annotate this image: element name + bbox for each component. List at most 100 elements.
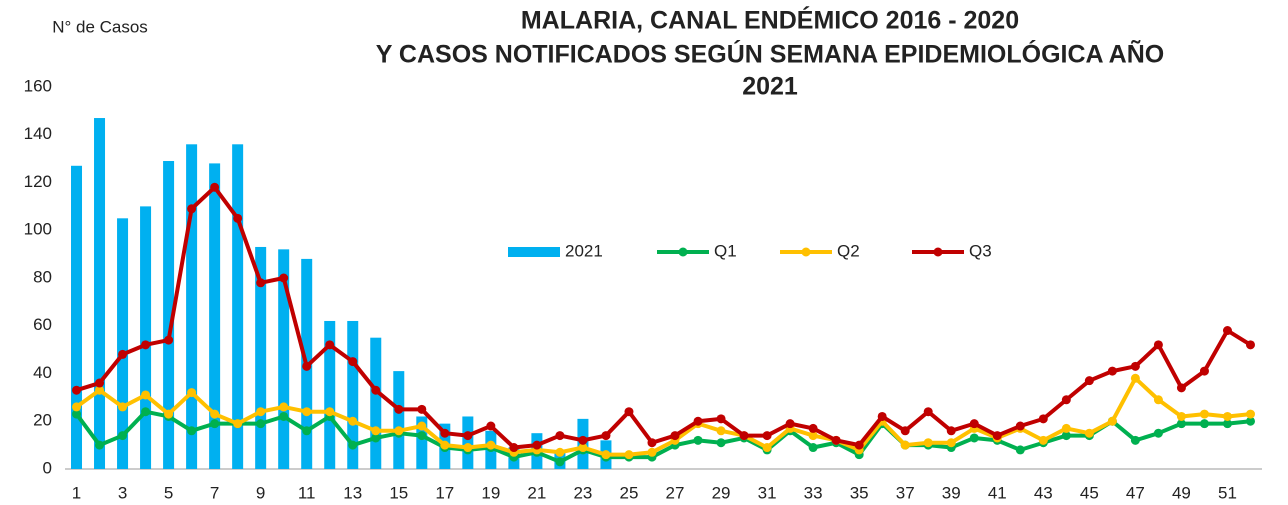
y-tick-label: 0 [43, 458, 52, 477]
marker [509, 443, 519, 453]
bar [393, 371, 405, 469]
marker [1222, 326, 1232, 336]
marker [164, 409, 174, 419]
marker [923, 407, 933, 417]
marker [1245, 340, 1255, 350]
marker [1061, 431, 1071, 441]
x-tick-label: 51 [1218, 483, 1237, 502]
legend-swatch [678, 247, 688, 257]
marker [555, 457, 565, 467]
marker [624, 407, 634, 417]
marker [279, 411, 289, 421]
marker [1199, 419, 1209, 429]
marker [877, 411, 887, 421]
marker [348, 416, 358, 426]
x-tick-label: 41 [988, 483, 1007, 502]
x-tick-label: 47 [1126, 483, 1145, 502]
x-tick-label: 45 [1080, 483, 1099, 502]
marker [95, 378, 105, 388]
x-tick-label: 29 [712, 483, 731, 502]
bar [117, 218, 129, 469]
marker [624, 450, 634, 460]
legend-label: Q2 [837, 241, 860, 260]
x-tick-label: 5 [164, 483, 173, 502]
marker [256, 407, 266, 417]
x-tick-label: 15 [389, 483, 408, 502]
marker [1176, 411, 1186, 421]
marker [762, 431, 772, 441]
bar [347, 320, 359, 469]
marker [417, 421, 427, 431]
marker [486, 440, 496, 450]
bar [462, 416, 474, 469]
marker [141, 390, 151, 400]
marker [325, 407, 335, 417]
marker [348, 357, 358, 367]
marker [647, 438, 657, 448]
x-tick-label: 9 [256, 483, 265, 502]
marker [969, 419, 979, 429]
marker [1107, 366, 1117, 376]
marker [141, 340, 151, 350]
marker [463, 443, 473, 453]
legend-label: 2021 [565, 241, 603, 260]
marker [1038, 414, 1048, 424]
marker [1015, 421, 1025, 431]
marker [1061, 423, 1071, 433]
marker [854, 440, 864, 450]
marker [1084, 376, 1094, 386]
marker [95, 385, 105, 395]
marker [532, 440, 542, 450]
x-tick-label: 27 [666, 483, 685, 502]
marker [72, 385, 82, 395]
y-tick-label: 60 [33, 315, 52, 334]
x-tick-label: 21 [527, 483, 546, 502]
marker [233, 419, 243, 429]
marker [969, 433, 979, 443]
bar [94, 118, 106, 469]
marker [1153, 340, 1163, 350]
legend-swatch [801, 247, 811, 257]
marker [440, 440, 450, 450]
marker [256, 278, 266, 288]
marker [256, 419, 266, 429]
marker [1038, 435, 1048, 445]
x-tick-label: 31 [758, 483, 777, 502]
marker [210, 182, 220, 192]
marker [1199, 366, 1209, 376]
y-tick-label: 80 [33, 267, 52, 286]
marker [440, 428, 450, 438]
x-tick-label: 23 [573, 483, 592, 502]
x-tick-label: 3 [118, 483, 127, 502]
bar [255, 246, 267, 469]
marker [716, 438, 726, 448]
marker [1130, 361, 1140, 371]
y-tick-label: 140 [24, 124, 52, 143]
marker [923, 438, 933, 448]
y-tick-label: 100 [24, 220, 52, 239]
x-tick-label: 1 [72, 483, 81, 502]
y-tick-label: 40 [33, 363, 52, 382]
y-tick-label: 20 [33, 411, 52, 430]
marker [210, 409, 220, 419]
legend-swatch [933, 247, 943, 257]
x-tick-label: 25 [620, 483, 639, 502]
marker [118, 431, 128, 441]
marker [946, 438, 956, 448]
y-tick-label: 160 [24, 76, 52, 95]
marker [302, 407, 312, 417]
marker [394, 426, 404, 436]
bar [278, 249, 290, 469]
marker [946, 426, 956, 436]
marker [578, 443, 588, 453]
marker [1222, 419, 1232, 429]
marker [601, 450, 611, 460]
marker [1107, 416, 1117, 426]
bar [71, 165, 83, 469]
marker [187, 204, 197, 214]
marker [555, 431, 565, 441]
marker [693, 435, 703, 445]
x-tick-label: 35 [850, 483, 869, 502]
marker [486, 421, 496, 431]
marker [831, 435, 841, 445]
